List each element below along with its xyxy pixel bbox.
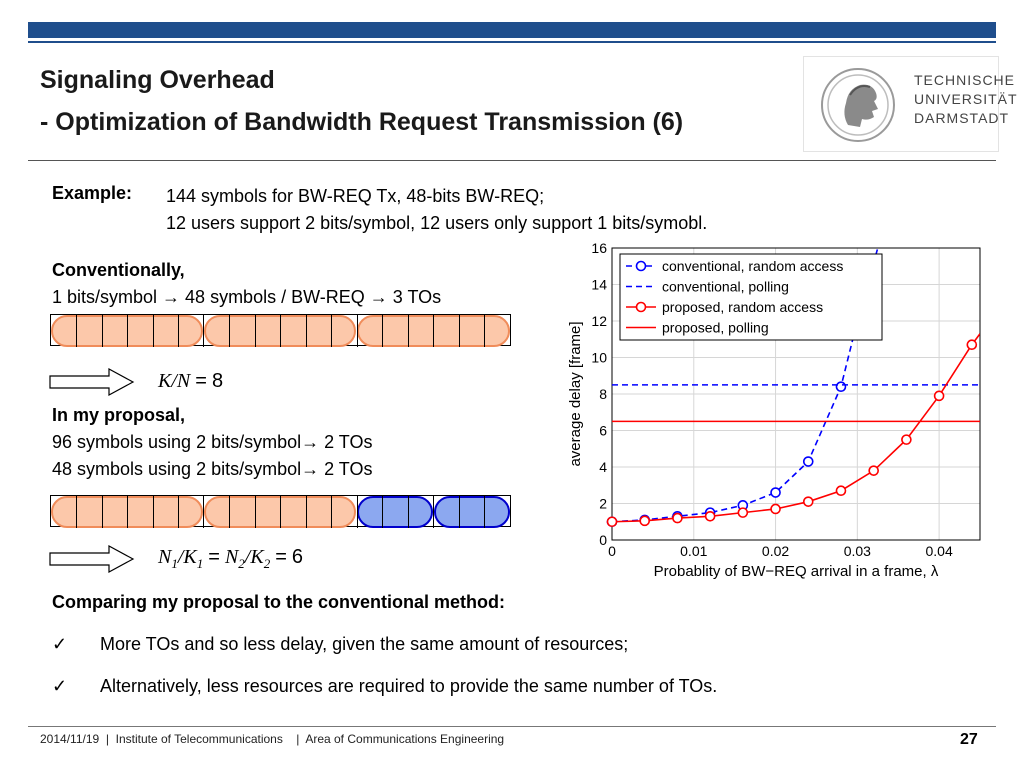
x-tick-label: 0.01 bbox=[680, 543, 707, 559]
legend-marker bbox=[635, 301, 647, 313]
x-tick-label: 0 bbox=[608, 543, 616, 559]
data-point bbox=[966, 339, 978, 351]
plot-frame bbox=[611, 247, 981, 541]
proposal-heading: In my proposal, bbox=[52, 405, 186, 425]
data-point bbox=[770, 503, 781, 515]
to-block-2bit bbox=[434, 496, 510, 528]
y-tick-label: 10 bbox=[591, 350, 607, 366]
y-tick-label: 4 bbox=[599, 459, 607, 475]
data-point bbox=[770, 487, 781, 498]
data-point bbox=[802, 496, 814, 507]
legend-entry: proposed, polling bbox=[662, 320, 769, 336]
footer-area: Area of Communications Engineering bbox=[305, 732, 505, 746]
logo-line-3: DARMSTADT bbox=[914, 110, 1010, 126]
block-arrow-icon bbox=[49, 545, 135, 573]
data-point bbox=[672, 512, 683, 524]
slide-subtitle: - Optimization of Bandwidth Request Tran… bbox=[40, 108, 684, 136]
header-bar bbox=[28, 22, 996, 38]
formula-nk-value: 6 bbox=[291, 546, 303, 568]
data-point bbox=[933, 390, 945, 402]
proposal-resource-strip bbox=[50, 495, 511, 528]
data-point bbox=[901, 434, 912, 445]
series-line-3 bbox=[612, 333, 980, 523]
university-logo: TECHNISCHE UNIVERSITÄT DARMSTADT bbox=[803, 56, 1017, 152]
footer-divider bbox=[28, 726, 996, 727]
chart-axes: 0 0.01 0.02 0.03 0.04 0 2 4 6 8 10 12 14 16 Probablity… bbox=[567, 240, 981, 580]
legend-entry: conventional, polling bbox=[662, 279, 789, 295]
data-point bbox=[868, 465, 879, 476]
page-number: 27 bbox=[960, 731, 978, 748]
conventional-line: 1 bits/symbol → 48 symbols / BW-REQ → 3 … bbox=[52, 287, 442, 307]
legend-marker bbox=[635, 260, 647, 272]
comparison-bullet-1: More TOs and so less delay, given the sa… bbox=[100, 634, 629, 654]
data-point bbox=[835, 485, 847, 497]
x-tick-label: 0.02 bbox=[762, 543, 789, 559]
block-arrow-icon bbox=[49, 368, 135, 396]
delay-chart: 0 0.01 0.02 0.03 0.04 0 2 4 6 8 10 12 14 16 Probablity… bbox=[567, 240, 981, 580]
proposal-line-2: 48 symbols using 2 bits/symbol→ 2 TOs bbox=[52, 459, 373, 479]
data-point bbox=[704, 510, 716, 522]
y-axis-label: average delay [frame] bbox=[567, 321, 584, 466]
legend-entry: proposed, random access bbox=[662, 299, 823, 315]
logo-line-2: UNIVERSITÄT bbox=[914, 91, 1018, 107]
footer-text: 2014/11/19 | Institute of Telecommunicat… bbox=[40, 732, 505, 746]
data-point bbox=[835, 381, 847, 392]
athena-head-icon bbox=[821, 68, 895, 142]
data-point bbox=[639, 515, 651, 527]
example-line-2: 12 users support 2 bits/symbol, 12 users… bbox=[166, 213, 708, 233]
header-divider bbox=[28, 160, 996, 161]
example-label: Example: bbox=[52, 183, 133, 203]
header-line bbox=[28, 41, 996, 43]
data-point bbox=[802, 456, 814, 467]
x-axis-label: Probablity of BW−REQ arrival in a frame,… bbox=[654, 563, 939, 580]
proposal-line-1: 96 symbols using 2 bits/symbol→ 2 TOs bbox=[52, 432, 373, 452]
comparison-bullet-2: Alternatively, less resources are requir… bbox=[100, 676, 718, 696]
logo-line-1: TECHNISCHE bbox=[914, 72, 1016, 88]
legend-box bbox=[619, 253, 883, 341]
example-line-1: 144 symbols for BW-REQ Tx, 48-bits BW-RE… bbox=[166, 186, 545, 206]
check-icon: ✓ bbox=[52, 634, 68, 654]
legend-entry: conventional, random access bbox=[662, 258, 843, 274]
check-icon: ✓ bbox=[52, 676, 68, 696]
y-tick-label: 12 bbox=[591, 313, 607, 329]
y-tick-label: 14 bbox=[591, 277, 607, 293]
y-tick-label: 8 bbox=[599, 386, 607, 402]
y-tick-label: 6 bbox=[599, 423, 607, 439]
slide-title: Signaling Overhead bbox=[40, 66, 275, 94]
conventional-resource-strip bbox=[50, 314, 511, 347]
x-tick-label: 0.03 bbox=[844, 543, 871, 559]
y-tick-label: 0 bbox=[599, 532, 607, 548]
data-point bbox=[606, 516, 618, 528]
y-tick-label: 2 bbox=[599, 496, 607, 512]
formula-kn-value: 8 bbox=[211, 370, 224, 392]
x-tick-label: 0.04 bbox=[925, 543, 952, 559]
proposal-formula: N1/K1 = N2/K2 = 6 bbox=[158, 546, 303, 571]
to-block-2bit bbox=[357, 496, 433, 528]
footer-institute: Institute of Telecommunications bbox=[115, 732, 283, 746]
chart-series-layer bbox=[606, 248, 980, 528]
comparison-heading: Comparing my proposal to the conventiona… bbox=[52, 592, 506, 612]
footer-date: 2014/11/19 bbox=[40, 732, 100, 746]
conventional-heading: Conventionally, bbox=[52, 260, 185, 280]
y-tick-label: 16 bbox=[591, 240, 607, 256]
conventional-formula: K/N = 8 bbox=[158, 370, 224, 392]
formula-kn: K/N bbox=[158, 370, 191, 392]
chart-legend: conventional, random access conventional,… bbox=[619, 253, 883, 341]
data-point bbox=[737, 507, 749, 518]
